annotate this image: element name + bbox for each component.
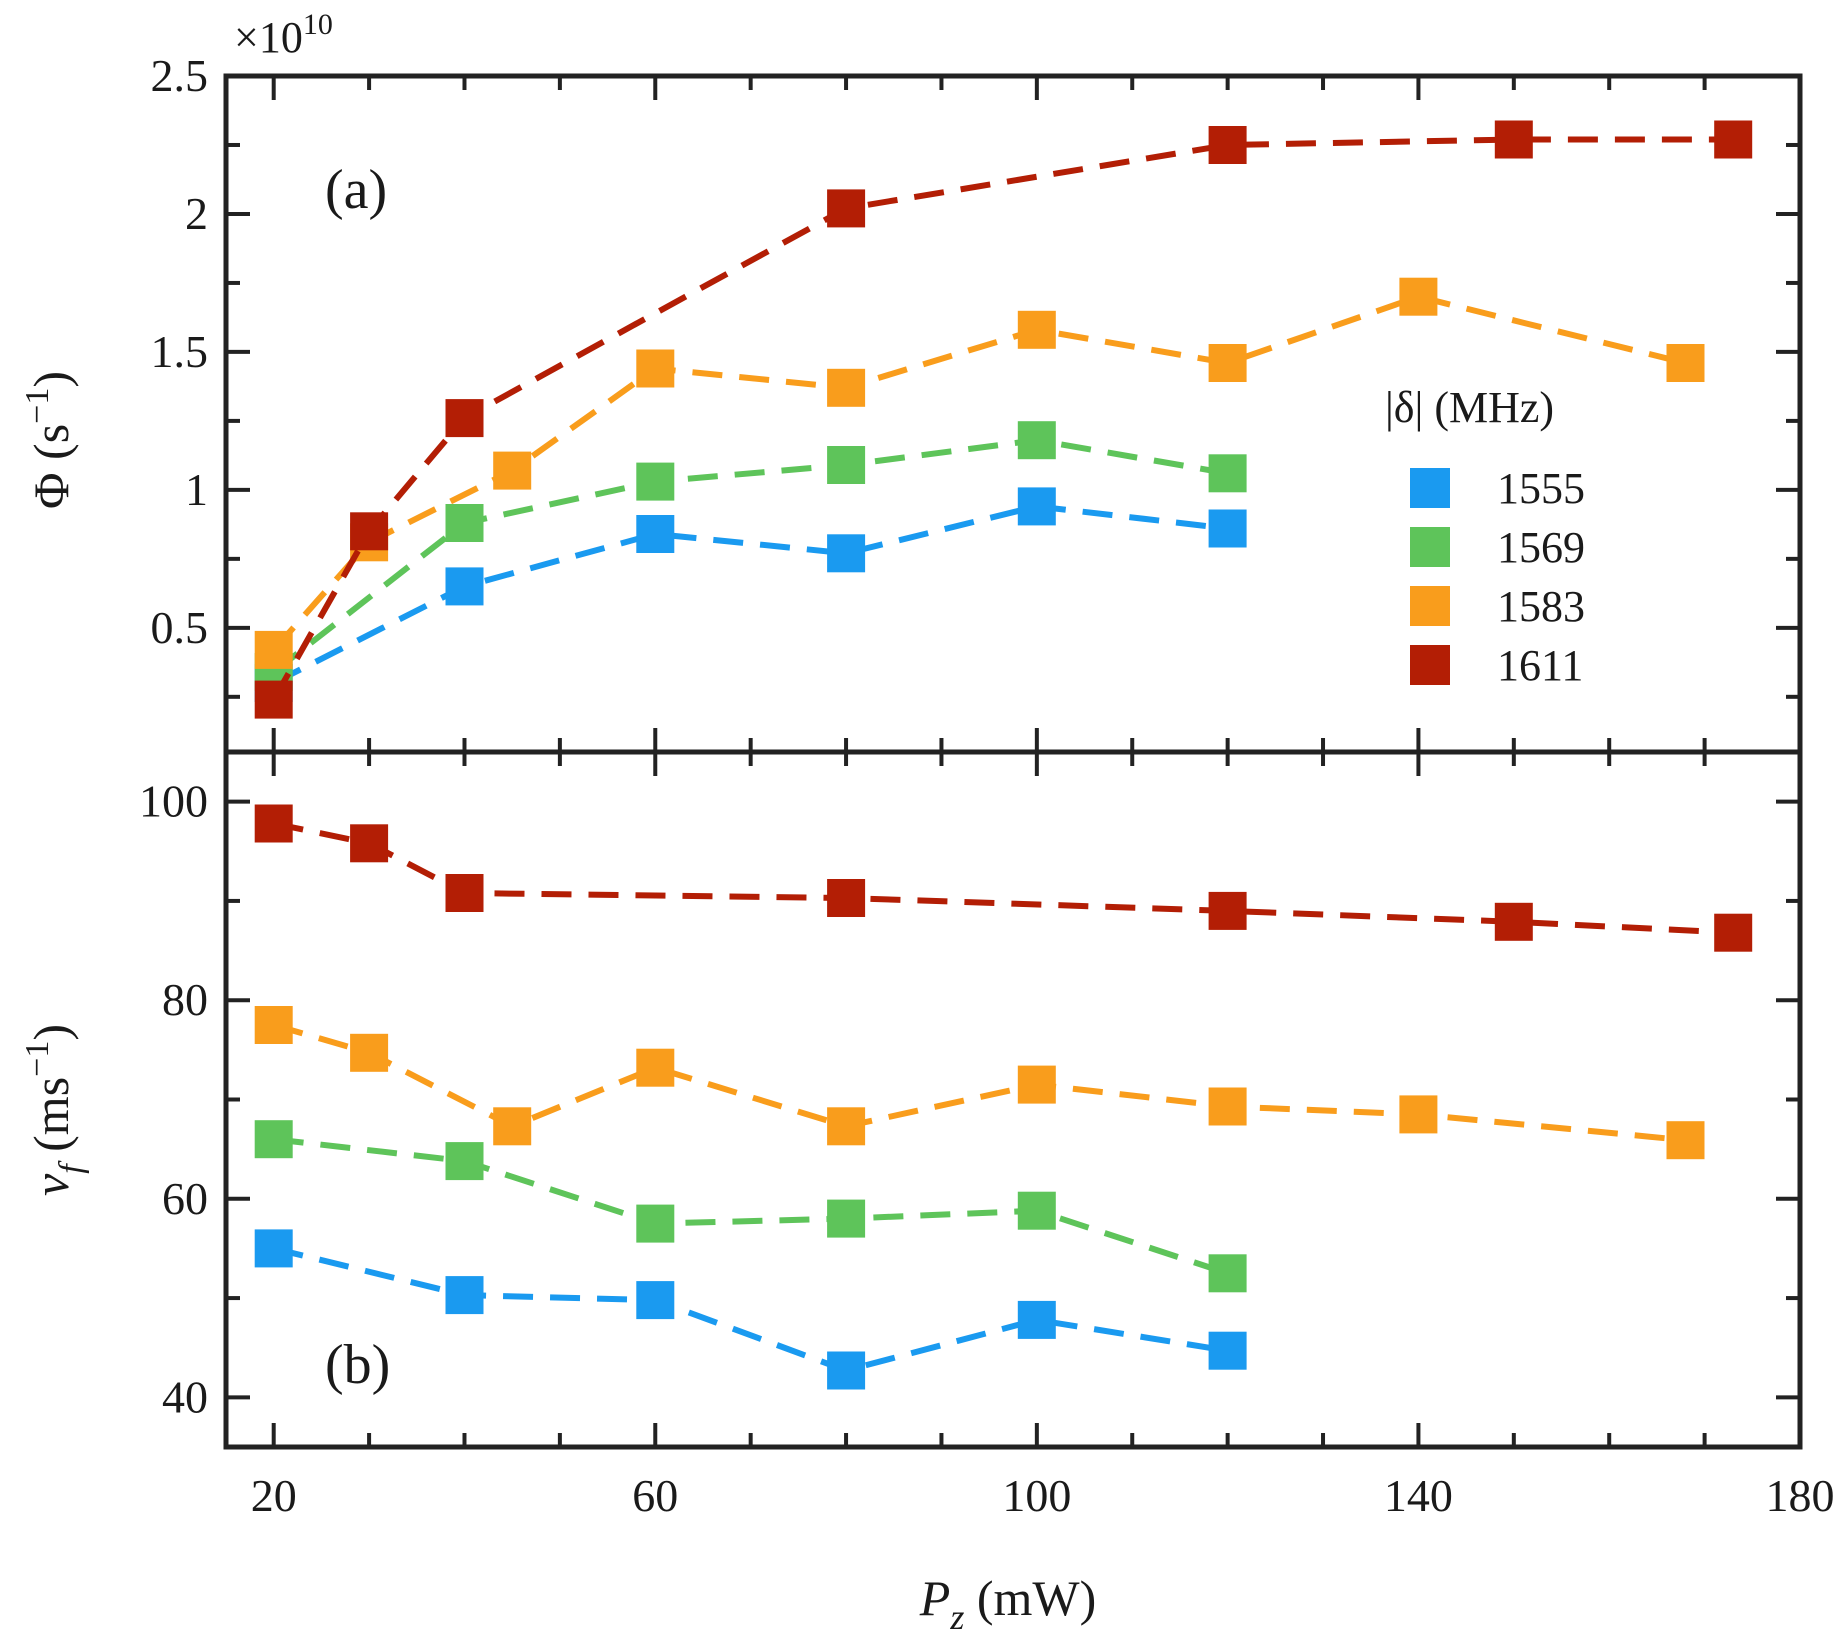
legend: 1555 1569 1583 1611 bbox=[1410, 464, 1585, 690]
panel-a-point-1555-4 bbox=[1017, 487, 1056, 526]
panel-b-series bbox=[254, 804, 1753, 1390]
panel-b-point-1569-4 bbox=[1017, 1191, 1056, 1230]
panel-a-point-1569-3 bbox=[827, 446, 866, 484]
legend-label-1611: 1611 bbox=[1497, 641, 1583, 690]
panel-a-ytick-label: 1 bbox=[185, 464, 208, 515]
panel-b-y-axis-title: vf (ms−1) bbox=[19, 1024, 90, 1196]
panel-a-point-1611-2 bbox=[445, 399, 484, 438]
panel-a-point-1583-5 bbox=[1017, 310, 1056, 349]
panel-b-point-1583-2 bbox=[493, 1107, 532, 1146]
y-multiplier: ×1010 bbox=[234, 8, 333, 62]
panel-b-point-1583-4 bbox=[827, 1107, 866, 1146]
panel-b-point-1611-0 bbox=[254, 804, 293, 843]
legend-title: |δ| (MHz) bbox=[1385, 383, 1554, 432]
panel-a-point-1611-3 bbox=[827, 189, 866, 228]
panel-a-line-1555 bbox=[272, 503, 1228, 686]
panel-b-point-1611-6 bbox=[1714, 913, 1753, 952]
panel-b-point-1583-1 bbox=[350, 1033, 389, 1072]
legend-swatch-1611 bbox=[1410, 645, 1450, 685]
panel-a-ytick-label: 0.5 bbox=[151, 602, 209, 653]
legend-swatch-1583 bbox=[1410, 586, 1450, 626]
panel-a-point-1569-2 bbox=[636, 462, 675, 501]
panel-a-point-1583-7 bbox=[1399, 277, 1438, 316]
panel-b-point-1611-5 bbox=[1494, 902, 1533, 941]
panel-b-point-1611-3 bbox=[827, 879, 866, 917]
xtick-label: 180 bbox=[1766, 1470, 1835, 1521]
panel-b-ytick-label: 100 bbox=[139, 776, 208, 827]
panel-a-label: (a) bbox=[325, 159, 387, 221]
panel-a-series bbox=[254, 120, 1753, 719]
panel-a-point-1611-0 bbox=[254, 680, 293, 719]
x-axis-title: Pz (mW) bbox=[919, 1570, 1096, 1632]
panel-b-line-1555 bbox=[272, 1245, 1229, 1374]
panel-b-point-1583-0 bbox=[254, 1006, 293, 1044]
panel-b-point-1555-2 bbox=[636, 1281, 675, 1320]
panel-a-point-1569-5 bbox=[1208, 454, 1247, 493]
panel-b-point-1569-0 bbox=[254, 1120, 293, 1159]
panel-b-point-1569-1 bbox=[445, 1142, 484, 1181]
panel-a-line-1569 bbox=[271, 437, 1229, 675]
panel-a-point-1583-6 bbox=[1208, 344, 1247, 382]
panel-b-point-1555-1 bbox=[445, 1276, 484, 1315]
panel-b-point-1555-5 bbox=[1208, 1331, 1247, 1370]
panel-a-ytick-label: 2.5 bbox=[151, 50, 209, 101]
panel-a-point-1611-4 bbox=[1208, 126, 1247, 164]
panel-a-point-1583-4 bbox=[827, 368, 866, 407]
panel-b-frame bbox=[223, 749, 1803, 1450]
panel-b-point-1583-3 bbox=[636, 1048, 675, 1087]
xtick-label: 60 bbox=[632, 1470, 678, 1521]
panel-a-point-1555-2 bbox=[636, 515, 675, 553]
panel-a-ytick-label: 2 bbox=[185, 188, 208, 239]
panel-b-line-1583 bbox=[272, 1022, 1686, 1144]
panel-b-point-1555-4 bbox=[1017, 1300, 1056, 1339]
panel-a-point-1583-2 bbox=[493, 451, 532, 490]
xtick-label: 100 bbox=[1002, 1470, 1071, 1521]
axes: 0.5 1 1.5 2 2.5 40 60 80 100 20 60 100 140 180 bbox=[139, 50, 1835, 1521]
legend-label-1569: 1569 bbox=[1497, 523, 1585, 572]
xtick-label: 140 bbox=[1384, 1470, 1453, 1521]
panel-a-point-1611-1 bbox=[350, 512, 389, 551]
panel-a-point-1555-3 bbox=[827, 534, 866, 573]
panel-b-ytick-label: 80 bbox=[162, 974, 208, 1025]
panel-a-ytick-label: 1.5 bbox=[151, 326, 209, 377]
panel-b-line-1569 bbox=[273, 1136, 1229, 1277]
panel-b-point-1611-1 bbox=[350, 824, 389, 863]
panel-b-label: (b) bbox=[325, 1334, 390, 1396]
legend-swatch-1569 bbox=[1410, 527, 1450, 567]
panel-a-y-axis-title: Φ (s−1) bbox=[19, 371, 79, 509]
panel-a-line-1583 bbox=[271, 293, 1687, 652]
panel-b-ytick-label: 40 bbox=[162, 1371, 208, 1422]
legend-label-1583: 1583 bbox=[1497, 582, 1585, 631]
legend-swatch-1555 bbox=[1410, 468, 1450, 508]
panel-b-point-1611-4 bbox=[1208, 891, 1247, 930]
panel-a-point-1583-3 bbox=[636, 349, 675, 388]
panel-b-point-1569-5 bbox=[1208, 1254, 1247, 1293]
panel-b-point-1555-0 bbox=[254, 1229, 293, 1268]
panel-b-point-1583-7 bbox=[1399, 1095, 1438, 1134]
panel-a-point-1611-5 bbox=[1494, 120, 1533, 159]
panel-b-ytick-label: 60 bbox=[162, 1173, 208, 1224]
panel-b-point-1583-8 bbox=[1666, 1121, 1705, 1160]
panel-b-point-1569-2 bbox=[636, 1204, 675, 1243]
panel-b-point-1555-3 bbox=[827, 1351, 866, 1390]
panel-b-point-1583-5 bbox=[1017, 1065, 1056, 1104]
panel-a-point-1583-0 bbox=[254, 630, 293, 669]
xtick-label: 20 bbox=[251, 1470, 297, 1521]
legend-label-1555: 1555 bbox=[1497, 464, 1585, 513]
panel-b-point-1611-2 bbox=[445, 874, 484, 912]
panel-b-point-1583-6 bbox=[1208, 1087, 1247, 1126]
panel-a-point-1569-1 bbox=[445, 504, 484, 542]
panel-a-point-1555-1 bbox=[445, 567, 484, 606]
panel-a-point-1555-5 bbox=[1208, 509, 1247, 548]
panel-a-point-1611-6 bbox=[1714, 120, 1753, 159]
panel-a-point-1583-8 bbox=[1666, 344, 1705, 382]
panel-a-point-1569-4 bbox=[1017, 421, 1056, 460]
panel-b-point-1569-3 bbox=[827, 1199, 866, 1238]
